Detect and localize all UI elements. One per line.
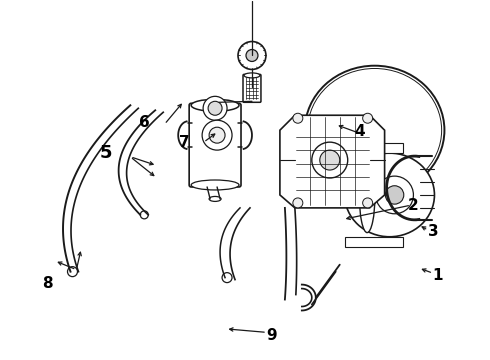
Circle shape [320, 150, 340, 170]
Text: 5: 5 [99, 144, 112, 162]
Circle shape [238, 41, 266, 69]
Circle shape [363, 198, 372, 208]
Polygon shape [345, 237, 403, 247]
Polygon shape [345, 143, 403, 153]
FancyBboxPatch shape [189, 103, 241, 187]
Circle shape [68, 267, 77, 276]
Circle shape [202, 120, 232, 150]
Circle shape [385, 186, 404, 204]
FancyBboxPatch shape [243, 75, 261, 102]
Ellipse shape [386, 152, 400, 168]
Circle shape [140, 211, 148, 219]
Circle shape [293, 113, 303, 123]
Ellipse shape [191, 180, 239, 190]
Circle shape [293, 198, 303, 208]
Circle shape [203, 96, 227, 120]
Ellipse shape [308, 68, 441, 192]
Ellipse shape [398, 134, 419, 149]
Text: 2: 2 [408, 198, 419, 213]
Text: 4: 4 [354, 124, 365, 139]
Circle shape [222, 273, 232, 283]
Ellipse shape [191, 99, 239, 111]
Ellipse shape [345, 153, 435, 237]
Circle shape [246, 50, 258, 62]
Text: 1: 1 [433, 267, 443, 283]
Ellipse shape [398, 111, 419, 126]
Text: 6: 6 [140, 115, 150, 130]
Circle shape [312, 142, 348, 178]
Circle shape [208, 101, 222, 115]
Text: 7: 7 [179, 135, 189, 150]
Ellipse shape [209, 197, 221, 201]
Text: 8: 8 [42, 276, 52, 292]
Circle shape [209, 127, 225, 143]
Polygon shape [280, 115, 385, 208]
Ellipse shape [357, 114, 392, 146]
Ellipse shape [359, 157, 375, 233]
Circle shape [376, 176, 414, 214]
Ellipse shape [305, 66, 444, 195]
Circle shape [364, 120, 385, 141]
Ellipse shape [311, 72, 438, 189]
Text: 9: 9 [267, 328, 277, 343]
Circle shape [363, 113, 372, 123]
Ellipse shape [244, 73, 260, 78]
Text: 3: 3 [428, 225, 439, 239]
